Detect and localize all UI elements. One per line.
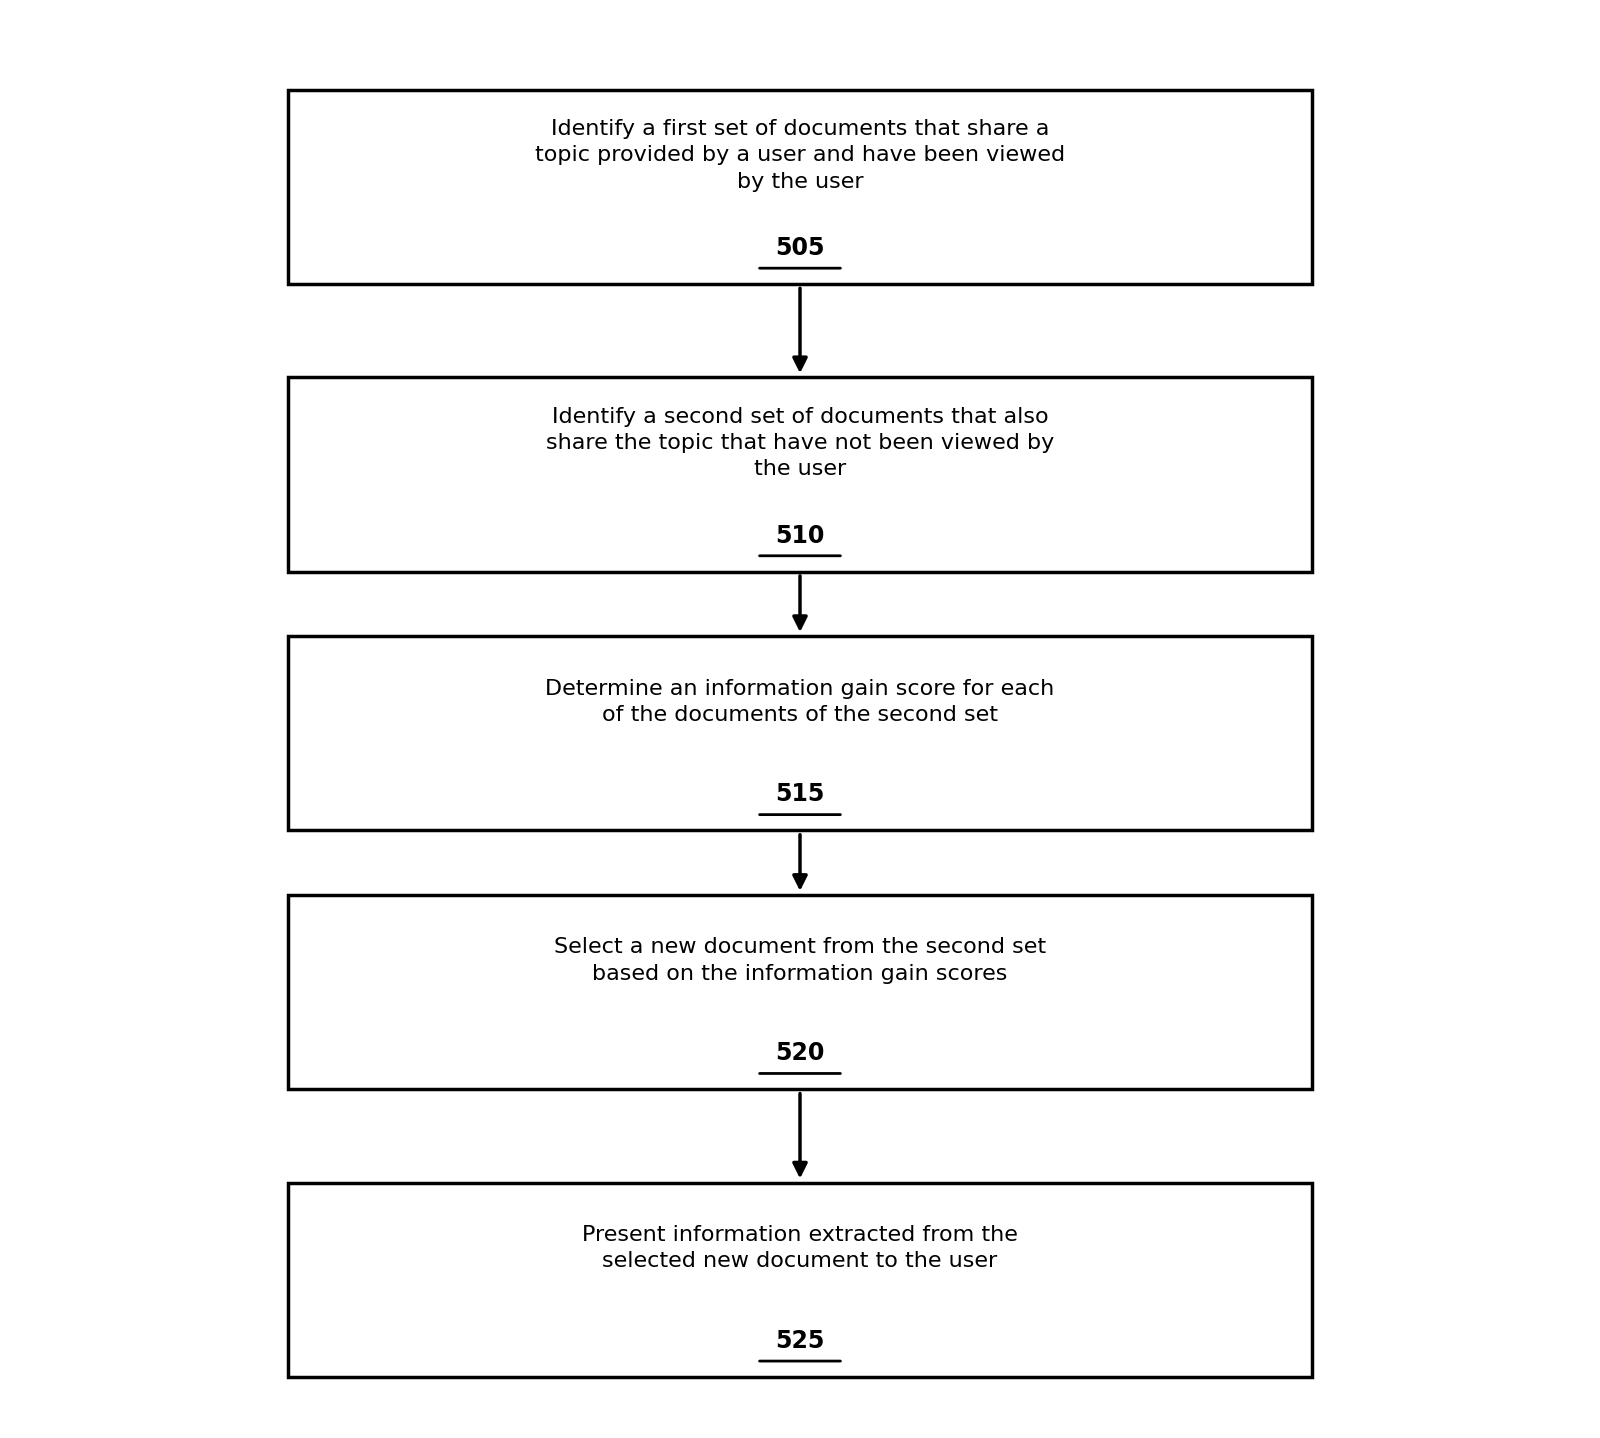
Text: 510: 510 [776,523,824,548]
Text: 520: 520 [776,1041,824,1066]
Text: 525: 525 [776,1329,824,1353]
Text: Present information extracted from the
selected new document to the user: Present information extracted from the s… [582,1225,1018,1271]
Text: 505: 505 [776,236,824,260]
FancyBboxPatch shape [288,1182,1312,1378]
Text: Identify a second set of documents that also
share the topic that have not been : Identify a second set of documents that … [546,407,1054,479]
Text: Select a new document from the second set
based on the information gain scores: Select a new document from the second se… [554,938,1046,984]
Text: Identify a first set of documents that share a
topic provided by a user and have: Identify a first set of documents that s… [534,119,1066,191]
FancyBboxPatch shape [288,637,1312,831]
FancyBboxPatch shape [288,377,1312,571]
Text: Determine an information gain score for each
of the documents of the second set: Determine an information gain score for … [546,679,1054,725]
FancyBboxPatch shape [288,89,1312,285]
Text: 515: 515 [776,782,824,807]
FancyBboxPatch shape [288,894,1312,1090]
